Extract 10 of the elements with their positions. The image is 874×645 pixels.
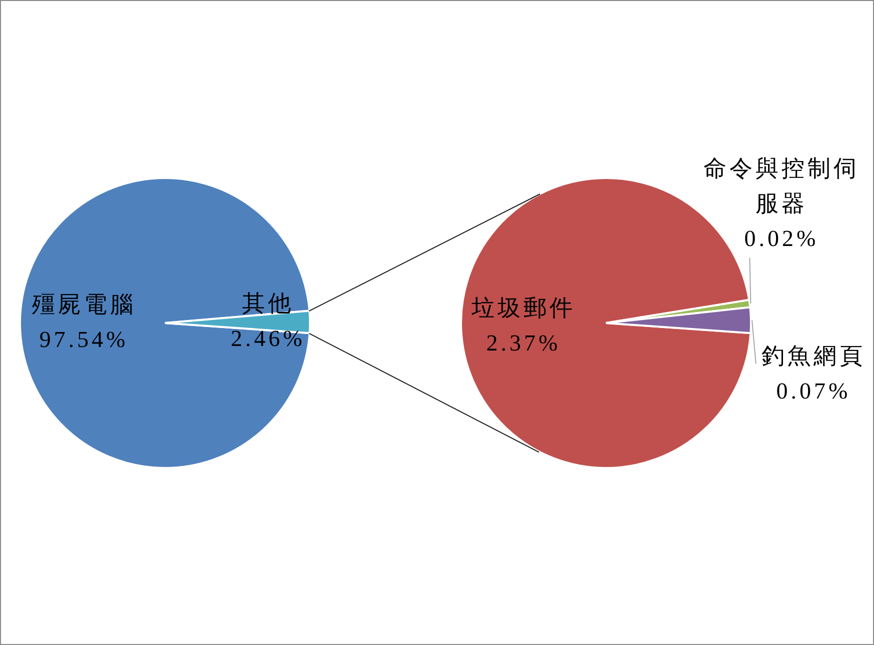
slice-label: 命令與控制伺服器 — [704, 156, 860, 216]
data-label: 97.54% — [39, 327, 128, 352]
data-label: 2.46% — [230, 326, 306, 351]
data-label: 0.07% — [776, 378, 851, 404]
slice-label: 垃圾郵件 — [470, 295, 576, 320]
slice-label: 殭屍電腦 — [32, 292, 136, 318]
slice-label: 釣魚網頁 — [761, 344, 866, 369]
slice-label: 其他 — [242, 290, 294, 316]
data-label: 0.02% — [744, 226, 819, 251]
data-label: 2.37% — [486, 330, 561, 356]
